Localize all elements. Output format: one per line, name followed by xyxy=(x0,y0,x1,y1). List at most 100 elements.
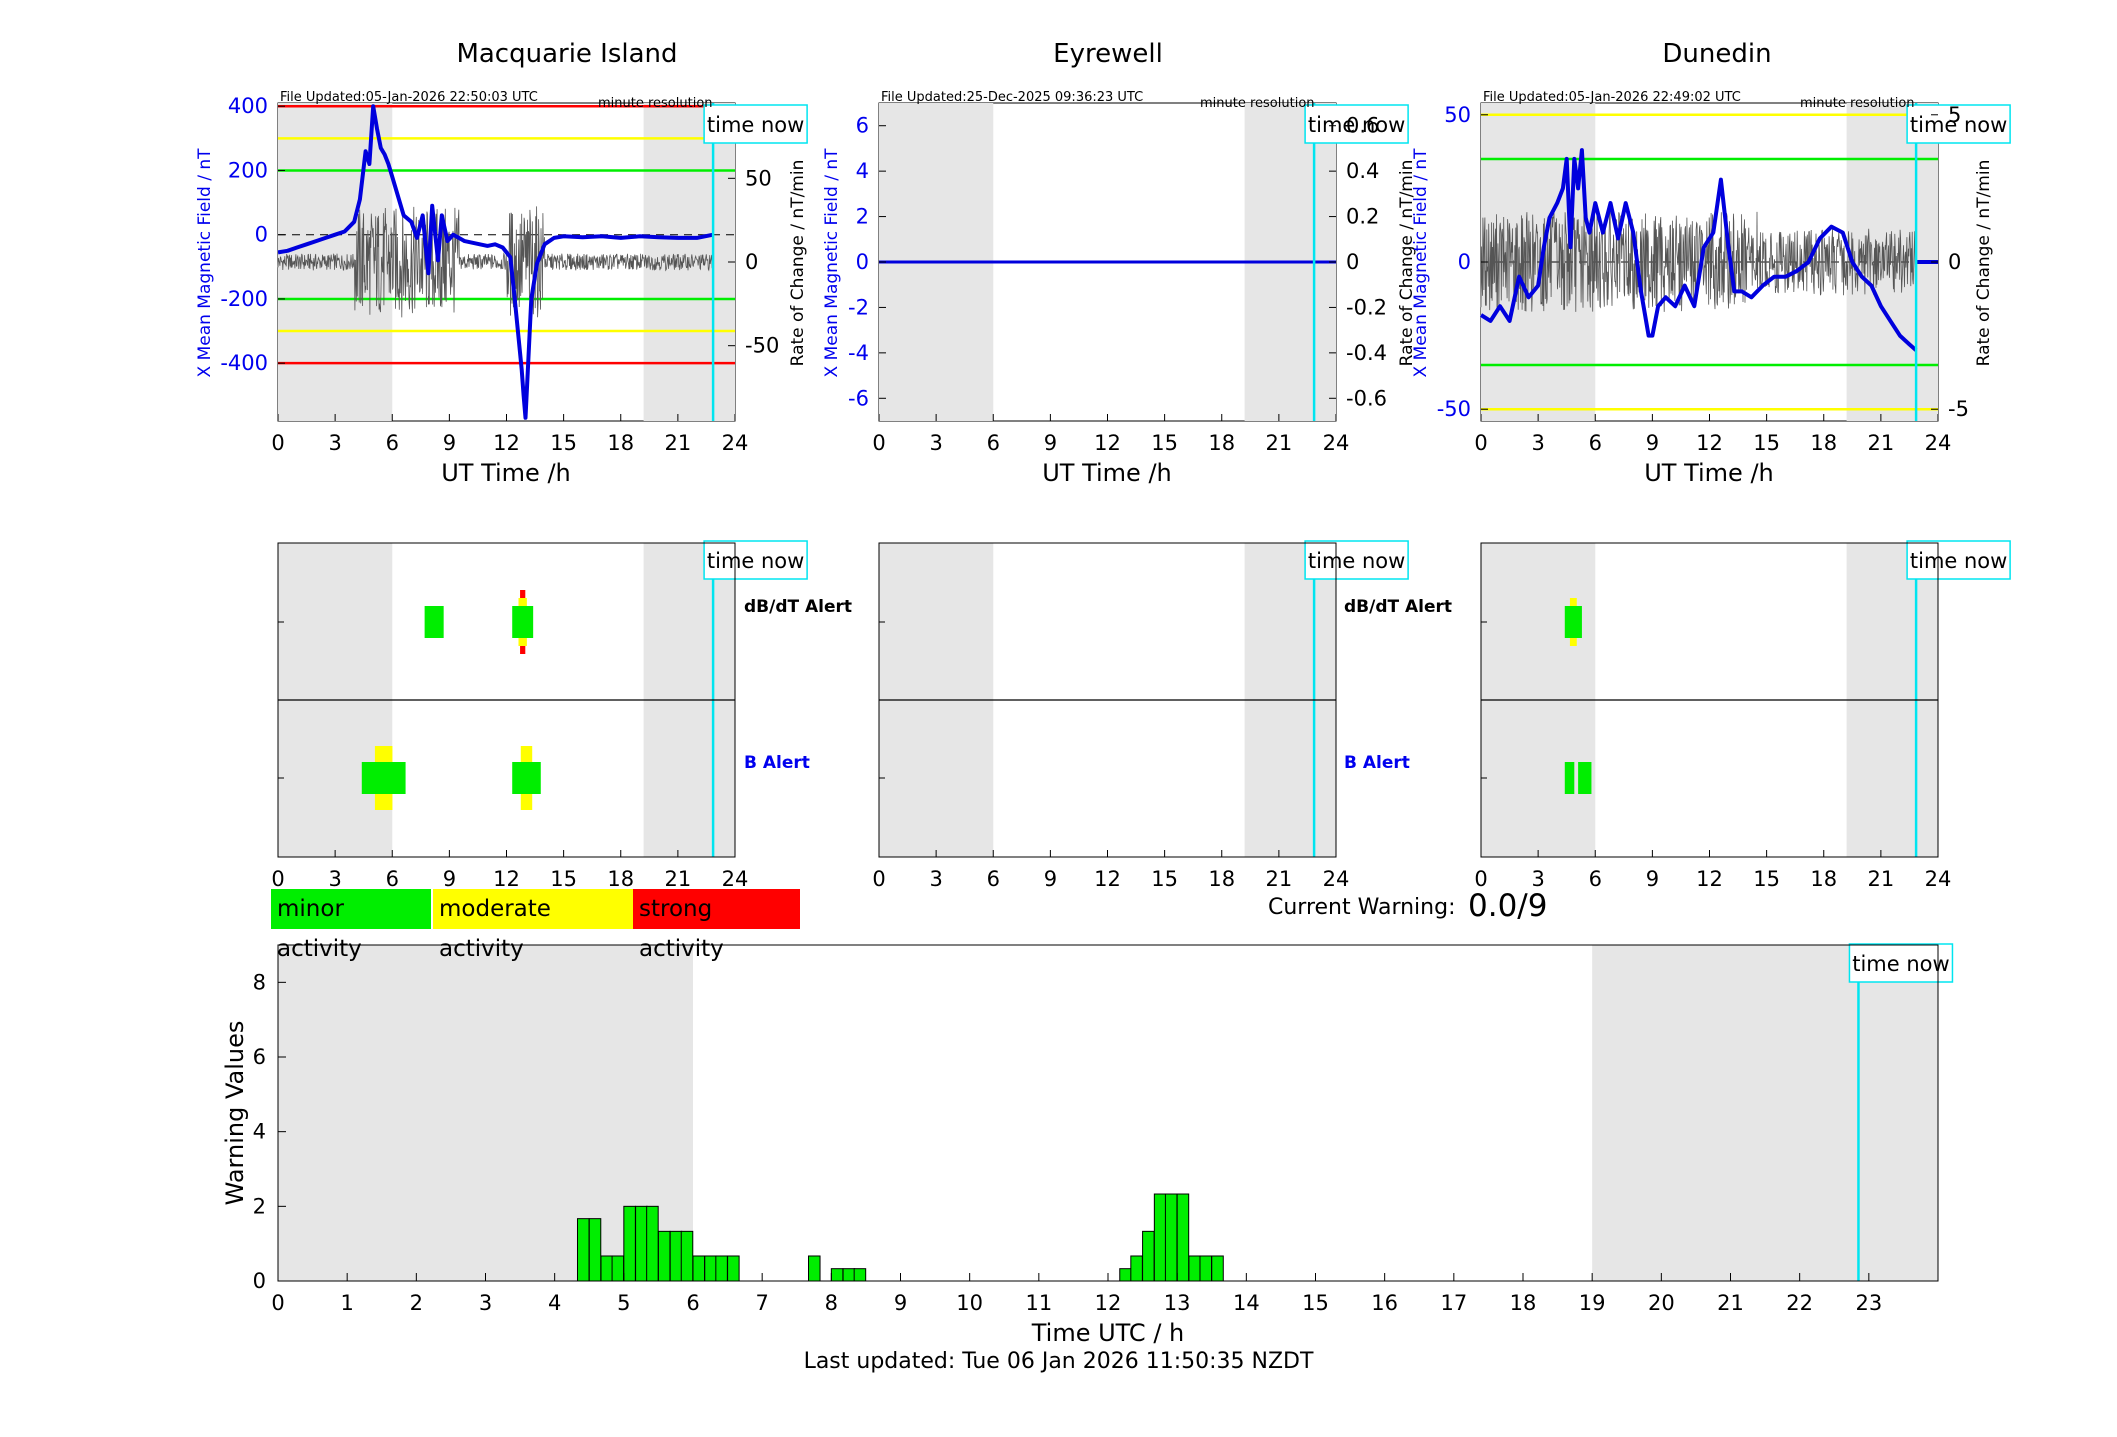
x-tick-label: 12 xyxy=(1094,431,1121,455)
warning-bar xyxy=(1211,1255,1224,1282)
x-tick-label: 18 xyxy=(1208,431,1235,455)
time-now-label: time now xyxy=(1852,952,1949,976)
warning-bar xyxy=(576,1218,590,1282)
y-tick-label: -400 xyxy=(220,351,268,375)
alert-block xyxy=(1564,606,1582,638)
warning-bar xyxy=(830,1268,844,1282)
x-tick-label: 0 xyxy=(271,431,284,455)
b-alert-label: B Alert xyxy=(744,753,810,773)
x-tick-label: 3 xyxy=(328,431,341,455)
y-tick-label: 6 xyxy=(856,114,869,138)
x-tick-label: 1 xyxy=(340,1291,353,1315)
y-tick-label: 4 xyxy=(253,1120,266,1144)
x-axis-label: UT Time /h xyxy=(1644,459,1774,487)
y-tick-label: 6 xyxy=(253,1045,266,1069)
warning-bar xyxy=(646,1205,659,1282)
warning-bar xyxy=(611,1255,625,1282)
resolution-label: minute resolution xyxy=(1200,96,1315,111)
time-now-label: time now xyxy=(1308,113,1405,137)
warning-bar xyxy=(1176,1193,1190,1282)
x-tick-label: 15 xyxy=(550,867,577,891)
x-tick-label: 15 xyxy=(1753,867,1780,891)
y-axis-label-left: X Mean Magnetic Field / nT xyxy=(1411,148,1431,378)
y-axis-label: Warning Values xyxy=(221,1021,249,1206)
x-tick-label: 3 xyxy=(479,1291,492,1315)
time-now-label: time now xyxy=(707,113,804,137)
field-panel-macquarie: Macquarie Island time now 400 200 0 -200 -40… xyxy=(195,39,808,487)
x-tick-label: 14 xyxy=(1233,1291,1260,1315)
x-tick-label: 4 xyxy=(548,1291,561,1315)
x-tick-label: 24 xyxy=(1323,431,1350,455)
alert-block xyxy=(512,762,541,794)
alert-panel-macquarie: time now 0 3 6 9 12 15 18 21 24 dB/dT Alert B Ale… xyxy=(271,540,852,891)
x-axis-label: Time UTC / h xyxy=(1031,1319,1185,1347)
time-now-box xyxy=(1304,104,1409,144)
y2-tick-label: 0 xyxy=(745,250,758,274)
warning-bar xyxy=(727,1255,740,1282)
y-tick-label: 2 xyxy=(253,1194,266,1218)
x-tick-label: 12 xyxy=(1094,867,1121,891)
time-now-box xyxy=(703,104,808,144)
last-updated-footer: Last updated: Tue 06 Jan 2026 11:50:35 N… xyxy=(803,1349,1314,1374)
x-tick-label: 18 xyxy=(1208,867,1235,891)
warning-bar xyxy=(1130,1255,1143,1282)
warning-bar xyxy=(669,1230,683,1282)
y-axis-label-left: X Mean Magnetic Field / nT xyxy=(195,148,215,378)
y2-tick-label: -50 xyxy=(745,334,779,358)
time-now-label: time now xyxy=(1910,549,2007,573)
time-now-box xyxy=(1906,104,2011,144)
y-tick-label: 0 xyxy=(253,1269,266,1293)
y2-tick-label: -0.2 xyxy=(1346,295,1387,319)
x-tick-label: 3 xyxy=(929,431,942,455)
x-tick-label: 15 xyxy=(550,431,577,455)
x-tick-label: 18 xyxy=(607,431,634,455)
y2-tick-label: -0.6 xyxy=(1346,386,1387,410)
warning-bar xyxy=(853,1268,867,1282)
x-tick-label: 6 xyxy=(1589,867,1602,891)
station-title: Eyrewell xyxy=(1053,39,1163,69)
warning-bar xyxy=(692,1255,706,1282)
x-tick-label: 3 xyxy=(1531,867,1544,891)
time-now-box xyxy=(1848,943,1954,983)
x-tick-label: 2 xyxy=(410,1291,423,1315)
warning-bar xyxy=(1119,1268,1132,1282)
y-tick-label: 0 xyxy=(255,223,268,247)
x-tick-label: 16 xyxy=(1371,1291,1398,1315)
time-now-label: time now xyxy=(1910,113,2007,137)
warning-bar xyxy=(588,1218,602,1282)
x-tick-label: 0 xyxy=(1474,431,1487,455)
time-now-box xyxy=(1304,540,1409,580)
y-tick-label: 2 xyxy=(856,205,869,229)
y2-tick-label: 0.4 xyxy=(1346,159,1379,183)
time-now-box xyxy=(1906,540,2011,580)
warning-bar xyxy=(1164,1193,1178,1282)
warning-bar xyxy=(1188,1255,1201,1282)
x-tick-label: 12 xyxy=(1696,867,1723,891)
x-tick-label: 3 xyxy=(1531,431,1544,455)
alert-panel-dunedin: time now 0 3 6 9 12 15 18 21 24 xyxy=(1474,540,2011,891)
file-updated-label: File Updated:05-Jan-2026 22:49:02 UTC xyxy=(1483,90,1741,105)
x-tick-label: 21 xyxy=(1266,431,1293,455)
x-tick-label: 24 xyxy=(1925,867,1952,891)
dbdt-alert-label: dB/dT Alert xyxy=(1344,597,1452,617)
x-tick-label: 12 xyxy=(1696,431,1723,455)
x-tick-label: 12 xyxy=(493,431,520,455)
x-tick-label: 6 xyxy=(987,431,1000,455)
x-tick-label: 6 xyxy=(1589,431,1602,455)
plot-frame xyxy=(277,944,1939,1282)
y-tick-label: 50 xyxy=(1444,103,1471,127)
y-tick-label: 8 xyxy=(253,970,266,994)
x-tick-label: 6 xyxy=(386,431,399,455)
warning-bar xyxy=(1142,1230,1155,1282)
x-tick-label: 15 xyxy=(1151,431,1178,455)
alert-block xyxy=(512,606,534,638)
x-tick-label: 9 xyxy=(1044,431,1057,455)
warning-bar xyxy=(704,1255,717,1282)
x-tick-label: 19 xyxy=(1579,1291,1606,1315)
x-tick-label: 21 xyxy=(665,867,692,891)
x-tick-label: 21 xyxy=(1868,431,1895,455)
y2-tick-label: 0.2 xyxy=(1346,205,1379,229)
x-tick-label: 20 xyxy=(1648,1291,1675,1315)
warning-bar xyxy=(1199,1255,1213,1282)
